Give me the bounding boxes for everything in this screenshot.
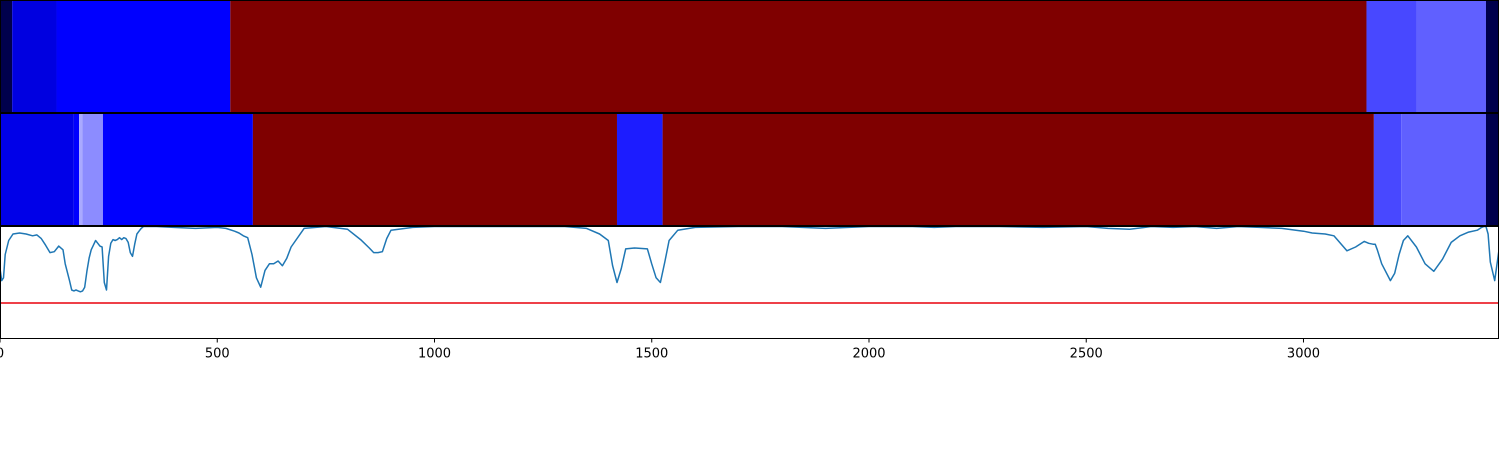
segment-0-3 xyxy=(230,0,1367,113)
segment-1-3 xyxy=(82,113,103,226)
segment-track-top xyxy=(0,0,1499,113)
x-tick-label-1: 500 xyxy=(205,347,230,362)
x-tick-label-2: 1000 xyxy=(418,347,451,362)
segment-0-5 xyxy=(1416,0,1486,113)
segment-0-6 xyxy=(1485,0,1499,113)
segment-0-1 xyxy=(12,0,57,113)
segment-1-2 xyxy=(79,113,83,226)
panel-frame-2 xyxy=(0,226,1499,339)
segment-1-8 xyxy=(1373,113,1402,226)
panel-frame-1 xyxy=(0,113,1499,226)
segment-0-2 xyxy=(56,0,231,113)
segment-1-0 xyxy=(0,113,74,226)
segment-1-4 xyxy=(102,113,253,226)
panel-frame-0 xyxy=(0,0,1499,113)
x-tick-label-0: 0 xyxy=(0,347,4,362)
segment-1-6 xyxy=(616,113,663,226)
x-tick-label-5: 2500 xyxy=(1070,347,1103,362)
segment-1-7 xyxy=(662,113,1374,226)
segment-1-10 xyxy=(1485,113,1499,226)
x-tick-label-4: 2000 xyxy=(852,347,885,362)
x-axis: 0 500 1000 1500 2000 2500 3000 xyxy=(0,338,1320,362)
segment-1-1 xyxy=(73,113,80,226)
segment-0-0 xyxy=(0,0,13,113)
panel-frames xyxy=(0,0,1499,339)
segment-1-5 xyxy=(252,113,617,226)
segment-0-4 xyxy=(1366,0,1417,113)
segment-track-middle xyxy=(0,113,1499,226)
x-tick-label-3: 1500 xyxy=(635,347,668,362)
series-line xyxy=(0,226,1499,293)
segment-1-9 xyxy=(1401,113,1486,226)
line-panel xyxy=(0,226,1499,304)
x-tick-label-6: 3000 xyxy=(1287,347,1320,362)
